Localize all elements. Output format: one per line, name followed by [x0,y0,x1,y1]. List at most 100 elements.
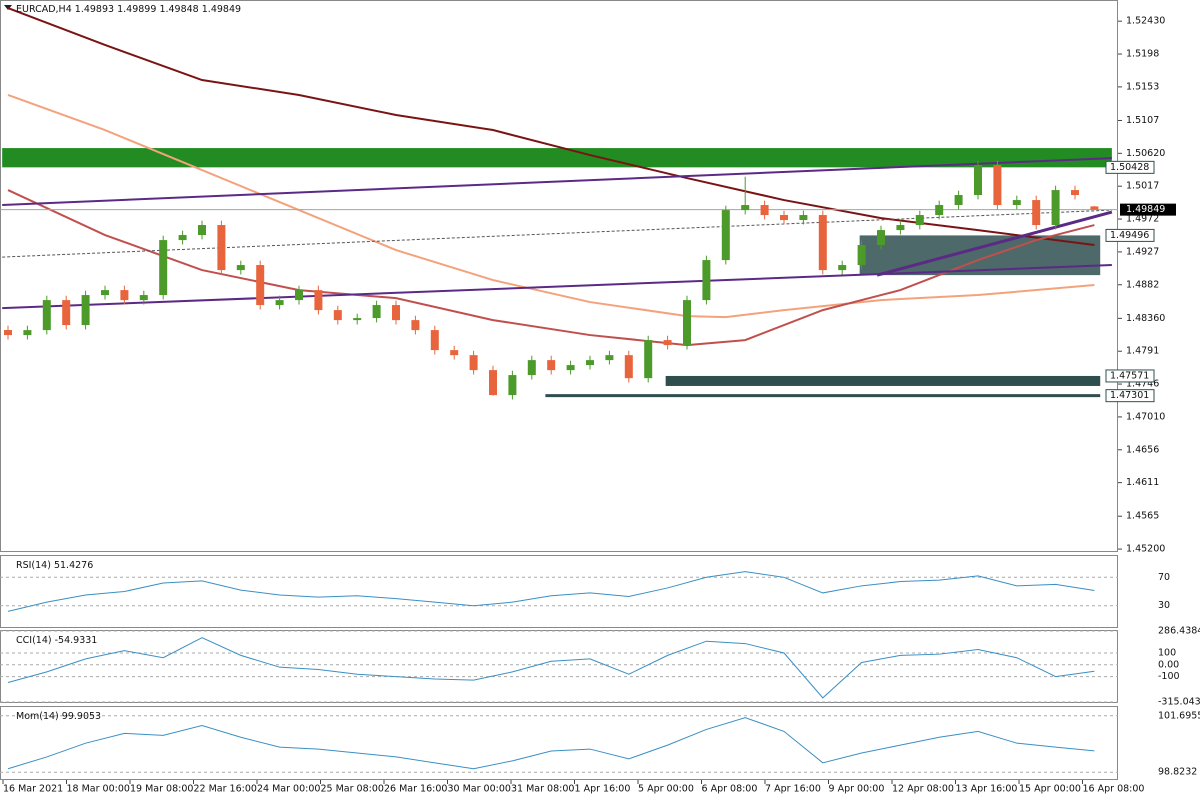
candle-body [256,265,265,306]
candle-body [818,215,827,271]
zone [2,148,1112,168]
candle-body [838,265,847,271]
header-value: 1.49849 [202,4,241,15]
moving-average [7,94,1095,319]
candle-body [120,290,129,301]
x-tick-label: 16 Mar 2021 [3,784,63,795]
candle-body [1051,190,1060,226]
candle-body [411,320,420,331]
indicator-name: RSI(14) [16,560,51,571]
candle-body [159,240,168,296]
trendline [876,210,1113,277]
y-tick-label: 1.52430 [1126,16,1165,27]
candle-body [353,318,362,321]
indicator-name: Mom(14) [16,711,59,722]
x-tick-label: 7 Apr 16:00 [765,784,821,795]
mom-frame [0,706,1118,780]
candle-body [877,230,885,246]
candle-body [605,355,614,361]
candle-body [236,265,245,271]
trendline [2,209,1112,258]
price-tag-label: 1.50428 [1110,162,1149,173]
candle-body [81,295,90,326]
candle-body [974,165,982,196]
price-tag-label: 1.47571 [1110,370,1149,381]
candle-body [954,195,963,206]
candle-body [314,290,323,311]
y-tick-label: 1.4656 [1126,444,1159,455]
candle-body [1032,200,1041,226]
candle-body [857,245,866,266]
x-tick-label: 13 Apr 16:00 [956,784,1018,795]
candle-body [527,360,536,376]
panel-header: Mom(14) 99.9053 [16,711,101,722]
price-tag [1105,228,1155,242]
moving-average [7,189,1095,347]
price-tag [1105,389,1155,403]
x-tick-label: 1 Apr 16:00 [575,784,631,795]
price-tag-label: 1.49496 [1110,230,1149,241]
candle-body [702,260,711,301]
y-tick-label: 1.50620 [1126,148,1165,159]
header-value: 99.9053 [62,711,101,722]
header-value: -54.9331 [55,635,98,646]
x-tick-label: 16 Apr 08:00 [1083,784,1145,795]
y-tick-label: 70 [1158,572,1170,583]
trendline [2,157,1112,207]
header-value: 1.49848 [159,4,198,15]
x-tick-label: 26 Mar 16:00 [384,784,447,795]
y-tick-label: 1.4611 [1126,477,1159,488]
candle-body [586,360,594,366]
candle-body [799,215,808,221]
candle-body [663,340,672,346]
y-tick-label: 1.4927 [1126,246,1159,257]
price-tag [1105,160,1155,174]
x-tick-label: 12 Apr 08:00 [892,784,954,795]
panel-header: RSI(14) 51.4276 [16,560,93,571]
y-tick-label: 98.8232 [1158,767,1197,778]
x-tick-label: 18 Mar 00:00 [67,784,130,795]
candle-body [1090,206,1099,210]
header-value: 1.49899 [117,4,156,15]
header-value: 51.4276 [54,560,93,571]
x-tick-label: 31 Mar 08:00 [511,784,574,795]
y-tick-label: 1.4746 [1126,379,1159,390]
y-tick-label: 100 [1158,648,1176,659]
x-tick-label: 22 Mar 16:00 [194,784,257,795]
y-tick-label: 0.00 [1158,659,1179,670]
candle-body [644,340,653,379]
indicator-line [7,717,1095,770]
candle-body [624,355,633,379]
candle-body [780,215,788,221]
candle-body [721,210,730,261]
y-tick-label: 1.5198 [1126,49,1159,60]
panel-header: EURCAD,H4 1.49893 1.49899 1.49848 1.4984… [16,4,241,15]
menu-arrow[interactable] [4,5,12,10]
current-price-tag [1120,203,1176,216]
x-tick-label: 25 Mar 08:00 [321,784,384,795]
candle-body [915,215,924,226]
y-tick-label: 1.48360 [1126,313,1165,324]
candle-body [489,370,497,396]
y-tick-label: 1.4791 [1126,346,1159,357]
y-tick-label: 1.47010 [1126,411,1165,422]
indicator-line [7,571,1095,612]
candle-body [1012,200,1021,206]
candle-body [993,165,1002,206]
candle-body [4,330,12,336]
indicator-name: CCI(14) [16,635,52,646]
candle-body [683,300,691,346]
price-tag-label: 1.47301 [1110,390,1149,401]
main-frame [0,0,1118,552]
x-tick-label: 5 Apr 00:00 [638,784,694,795]
x-tick-label: 30 Mar 00:00 [448,784,511,795]
zone [665,375,1101,386]
price-tag [1105,369,1155,383]
candle-body [275,300,284,306]
candle-body [760,205,769,216]
candle-body [935,205,944,216]
x-tick-label: 24 Mar 00:00 [257,784,320,795]
rsi-frame [0,555,1118,628]
x-tick-label: 9 Apr 00:00 [829,784,885,795]
